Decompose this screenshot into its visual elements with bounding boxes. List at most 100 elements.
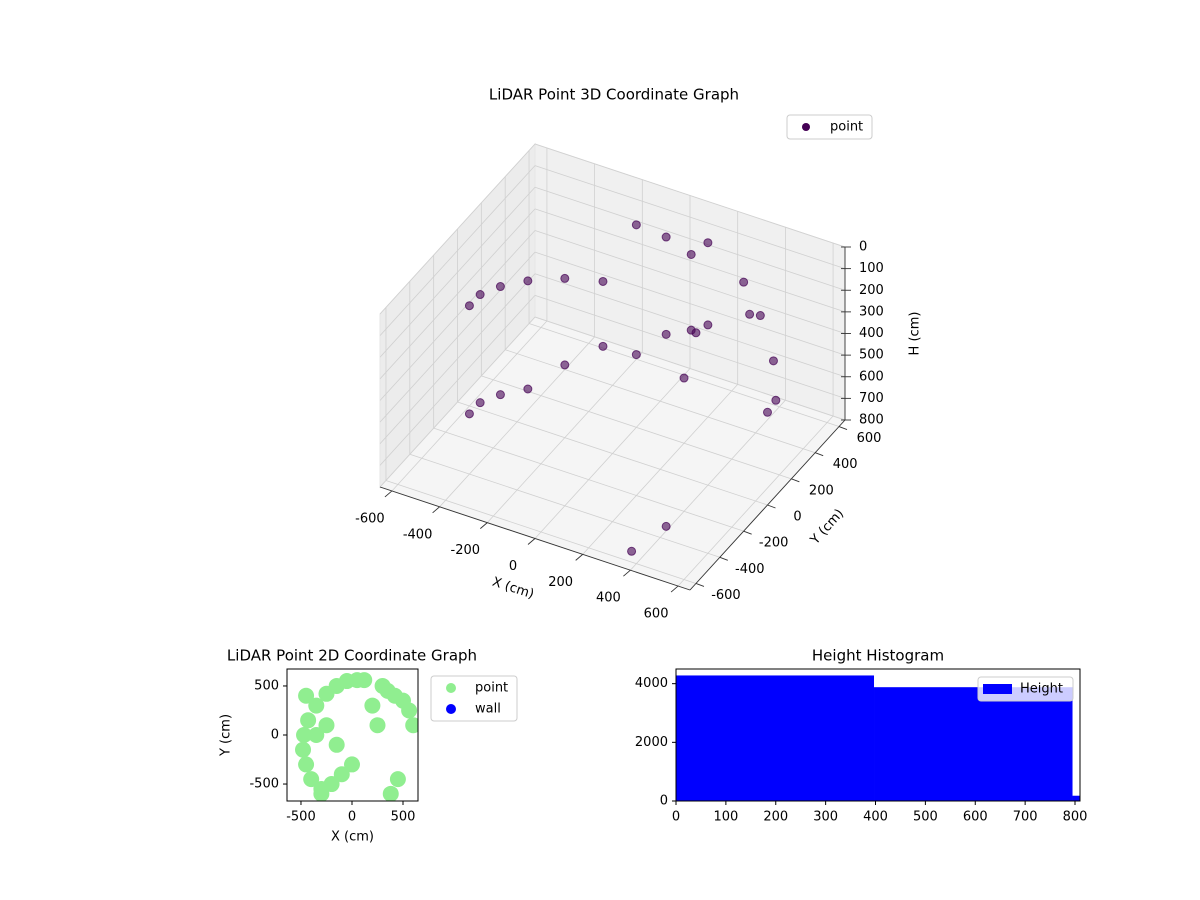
- x-tick-label: 500: [391, 810, 416, 825]
- point: [627, 546, 637, 556]
- z-tick-label: 600: [859, 369, 884, 384]
- point: [343, 756, 360, 773]
- point: [739, 277, 749, 287]
- z-tick-label: 100: [859, 261, 884, 276]
- point: [389, 771, 406, 788]
- point: [308, 697, 325, 714]
- y-tick-label: 4000: [635, 676, 668, 691]
- point: [560, 360, 570, 370]
- x-tick: [623, 569, 631, 577]
- grid-line: [379, 316, 536, 488]
- y-axis-label: Y (cm): [219, 714, 234, 757]
- grid-line: [534, 186, 846, 291]
- legend-marker: [446, 683, 456, 693]
- x-tick-label: 500: [913, 810, 938, 825]
- point: [495, 390, 505, 400]
- x-tick-label: 0: [672, 810, 680, 825]
- y-tick: [767, 504, 776, 509]
- legend-marker: [446, 704, 456, 714]
- point: [771, 395, 781, 405]
- point: [768, 356, 778, 366]
- point: [356, 672, 373, 689]
- x-tick-label: 0: [348, 810, 356, 825]
- y-tick: [791, 478, 800, 483]
- grid-line: [385, 480, 697, 584]
- grid-line: [534, 273, 846, 378]
- grid-line: [505, 349, 816, 454]
- point: [364, 697, 381, 714]
- point: [300, 712, 317, 729]
- point: [679, 373, 689, 383]
- grid-line: [379, 230, 536, 401]
- z-tick-label: 500: [859, 348, 884, 363]
- grid-line: [379, 143, 536, 315]
- z-tick-label: 0: [859, 240, 867, 255]
- legend-marker: [802, 123, 810, 131]
- x-axis-label: X (cm): [490, 575, 536, 603]
- z-tick-label: 700: [859, 391, 884, 406]
- point: [598, 341, 608, 351]
- point: [298, 756, 315, 773]
- point: [475, 398, 485, 408]
- grid-line: [534, 165, 846, 270]
- z-tick-label: 200: [859, 283, 884, 298]
- y-tick-label: 600: [857, 431, 882, 446]
- x-tick-label: 600: [644, 607, 669, 622]
- z-tick-label: 300: [859, 304, 884, 319]
- x-tick-label: 100: [713, 810, 738, 825]
- legend-patch: [983, 684, 1012, 694]
- x-tick-label: -400: [403, 527, 433, 542]
- y-tick-label: 0: [660, 794, 668, 809]
- x-tick-label: 600: [963, 810, 988, 825]
- x-tick: [670, 585, 679, 593]
- point: [686, 249, 696, 259]
- grid-line: [379, 208, 536, 380]
- x-tick: [527, 538, 536, 545]
- grid-line: [379, 295, 536, 466]
- point: [631, 350, 641, 360]
- grid-line: [457, 401, 768, 506]
- chart-title: LiDAR Point 3D Coordinate Graph: [489, 86, 739, 104]
- point: [661, 329, 671, 339]
- point: [755, 311, 765, 321]
- y-tick-label: 0: [271, 728, 279, 743]
- y-tick-label: -500: [249, 777, 279, 792]
- grid-line: [481, 375, 792, 480]
- x-tick: [384, 490, 393, 498]
- x-tick-label: 0: [509, 559, 517, 574]
- x-tick-label: 400: [596, 591, 621, 606]
- point: [560, 273, 570, 283]
- grid-line: [534, 230, 846, 334]
- x-tick: [432, 506, 440, 514]
- y-axis: [689, 419, 846, 591]
- y-tick: [743, 530, 752, 535]
- y-tick-label: 0: [793, 510, 801, 525]
- point: [369, 717, 386, 734]
- bar: [1072, 795, 1080, 801]
- point: [328, 736, 345, 753]
- y-tick-label: -400: [735, 562, 765, 577]
- x-tick-label: 800: [1063, 810, 1088, 825]
- point: [382, 785, 399, 801]
- point: [691, 328, 701, 338]
- grid-line: [534, 316, 846, 421]
- point: [631, 220, 641, 230]
- point: [401, 702, 418, 719]
- point: [313, 785, 330, 801]
- x-tick-label: -200: [451, 543, 481, 558]
- point: [598, 276, 608, 286]
- z-tick-label: 400: [859, 326, 884, 341]
- legend-label: point: [475, 681, 508, 696]
- x-tick-label: -600: [355, 511, 385, 526]
- point: [405, 717, 418, 734]
- x-axis: [379, 486, 691, 591]
- y-tick: [815, 452, 824, 457]
- grid-line: [534, 143, 846, 248]
- y-tick-label: -200: [759, 536, 789, 551]
- point: [495, 282, 505, 292]
- y-tick-label: 500: [254, 678, 279, 693]
- point: [523, 384, 533, 394]
- axes-frame: [675, 668, 1081, 802]
- z-tick-label: 800: [859, 413, 884, 428]
- y-tick: [695, 583, 705, 587]
